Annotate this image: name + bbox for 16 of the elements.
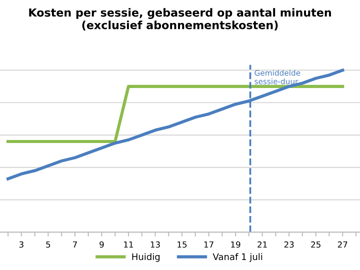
x-tick-label: 23 [284,241,294,248]
x-tick-label: 27 [338,241,348,248]
x-tick-label: 9 [100,241,104,248]
legend-label: Vanaf 1 juli [212,253,262,262]
x-tick-label: 19 [231,241,240,248]
x-tick-label: 5 [46,241,50,248]
x-tick-label: 21 [258,241,267,248]
x-tick-label: 7 [72,241,77,248]
x-tick-label: 3 [19,241,24,248]
chart-title: Kosten per sessie, gebaseerd op aantal minuten (exclusief abonnementskosten) [29,8,331,31]
x-tick-label: 17 [204,241,214,248]
x-tick-label: 15 [178,241,187,248]
x-tick-label: 25 [311,241,320,248]
x-tick-label: 13 [150,241,160,248]
legend-label: Huidig [132,253,160,262]
x-tick-label: 11 [124,241,134,248]
